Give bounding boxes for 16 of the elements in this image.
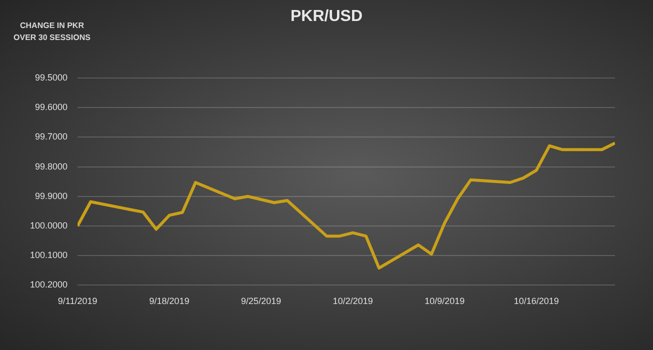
y-tick-label: 100.0000 (30, 220, 68, 230)
y-tick-label: 99.5000 (34, 72, 68, 82)
x-tick-label: 9/11/2019 (58, 296, 98, 306)
y-tick-label: 100.1000 (30, 250, 68, 260)
y-axis-title: CHANGE IN PKR OVER 30 SESSIONS (12, 20, 92, 44)
y-tick-label: 99.6000 (34, 102, 68, 112)
y-tick-label: 99.7000 (34, 132, 68, 142)
x-tick-label: 10/16/2019 (514, 296, 559, 306)
x-tick-label: 10/9/2019 (424, 296, 465, 306)
x-tick-label: 9/25/2019 (241, 296, 282, 306)
chart-title: PKR/USD (290, 8, 362, 25)
y-tick-label: 99.8000 (34, 161, 68, 172)
x-tick-label: 9/18/2019 (149, 296, 190, 306)
y-tick-label: 100.2000 (30, 280, 68, 290)
x-tick-label: 10/2/2019 (332, 296, 373, 306)
y-tick-label: 99.9000 (34, 190, 68, 201)
